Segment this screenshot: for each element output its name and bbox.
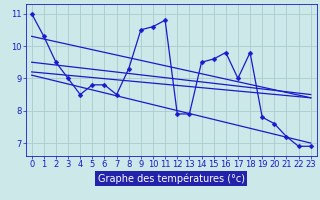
X-axis label: Graphe des températures (°c): Graphe des températures (°c): [98, 173, 245, 184]
